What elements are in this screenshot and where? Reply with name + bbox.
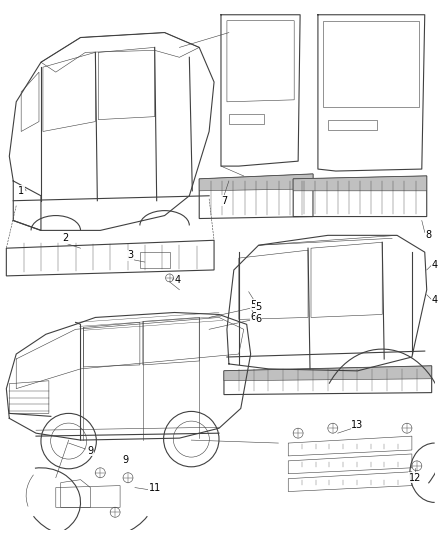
Text: 6: 6 bbox=[251, 312, 257, 322]
Polygon shape bbox=[293, 176, 427, 191]
Text: 13: 13 bbox=[351, 420, 364, 430]
Text: 5: 5 bbox=[251, 300, 257, 310]
Text: 7: 7 bbox=[221, 196, 227, 206]
Polygon shape bbox=[199, 174, 313, 191]
Text: 9: 9 bbox=[122, 455, 128, 465]
Polygon shape bbox=[224, 366, 432, 381]
Text: 6: 6 bbox=[255, 314, 261, 325]
Text: 4: 4 bbox=[431, 260, 438, 270]
Text: 9: 9 bbox=[87, 446, 93, 456]
Text: 1: 1 bbox=[18, 186, 24, 196]
Text: 3: 3 bbox=[127, 250, 133, 260]
Text: 11: 11 bbox=[148, 482, 161, 492]
Text: 4: 4 bbox=[174, 275, 180, 285]
Text: 4: 4 bbox=[431, 295, 438, 305]
Text: 12: 12 bbox=[409, 473, 421, 483]
Text: 8: 8 bbox=[426, 230, 432, 240]
Text: 2: 2 bbox=[63, 233, 69, 243]
Text: 5: 5 bbox=[255, 302, 261, 312]
